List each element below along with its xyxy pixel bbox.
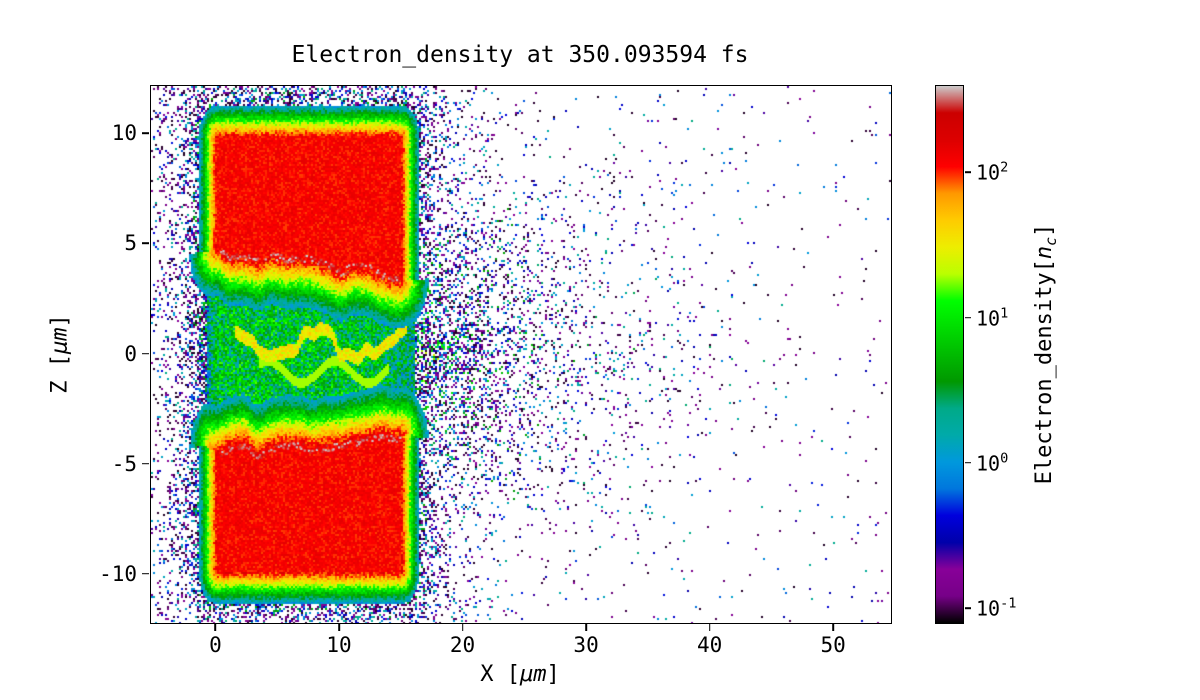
x-tick-label: 10 — [326, 633, 352, 657]
x-tick-mark — [461, 624, 464, 631]
chart-title: Electron_density at 350.093594 fs — [291, 42, 749, 68]
colorbar-tick-label: 101 — [976, 305, 1009, 330]
plot-area — [150, 85, 892, 624]
y-axis-label-suffix: ] — [47, 314, 73, 328]
x-axis-label-suffix: ] — [546, 662, 560, 687]
colorbar-tick-label: 100 — [976, 450, 1009, 476]
colorbar-label-var: n — [1031, 245, 1057, 260]
colorbar-tick-mark — [965, 316, 971, 319]
y-tick-label: 10 — [111, 121, 137, 146]
plot-canvas — [151, 86, 891, 623]
colorbar-tick-label: 102 — [976, 160, 1009, 185]
colorbar-canvas — [936, 86, 963, 623]
colorbar-tick-label: 10-1 — [976, 595, 1017, 621]
y-tick-label: 5 — [124, 231, 137, 256]
x-tick-label: 50 — [820, 633, 846, 657]
x-axis-label: X [μm] — [480, 662, 560, 687]
y-axis-label-prefix: Z [ — [47, 354, 73, 394]
colorbar-tick-mark — [965, 461, 971, 464]
y-tick-mark — [142, 242, 149, 245]
x-axis-label-unit: μm — [520, 662, 547, 687]
y-axis-label-unit: μm — [47, 327, 73, 355]
colorbar-label-sub: c — [1042, 236, 1061, 246]
colorbar-label-suffix: ] — [1031, 223, 1057, 237]
x-tick-label: 30 — [573, 633, 599, 657]
y-tick-label: 0 — [124, 341, 137, 366]
x-tick-mark — [832, 624, 834, 631]
x-axis-label-prefix: X [ — [480, 662, 520, 687]
x-tick-label: 0 — [209, 633, 222, 657]
colorbar-label: Electron_density[nc] — [1032, 224, 1060, 485]
y-tick-label: -5 — [111, 451, 137, 476]
colorbar-tick-mark — [965, 607, 971, 609]
colorbar — [935, 85, 964, 624]
x-tick-label: 40 — [696, 633, 723, 657]
x-tick-mark — [338, 624, 340, 631]
y-tick-mark — [142, 352, 149, 355]
y-tick-mark — [142, 462, 149, 465]
colorbar-label-prefix: Electron_density[ — [1031, 259, 1057, 485]
x-tick-mark — [214, 624, 217, 631]
y-tick-label: -10 — [99, 561, 137, 586]
x-tick-mark — [585, 624, 587, 631]
y-tick-mark — [142, 132, 149, 135]
y-axis-label: Z [μm] — [48, 314, 73, 394]
y-tick-mark — [142, 572, 149, 575]
x-tick-label: 20 — [449, 633, 476, 657]
colorbar-tick-mark — [965, 171, 971, 174]
x-tick-mark — [708, 624, 711, 631]
